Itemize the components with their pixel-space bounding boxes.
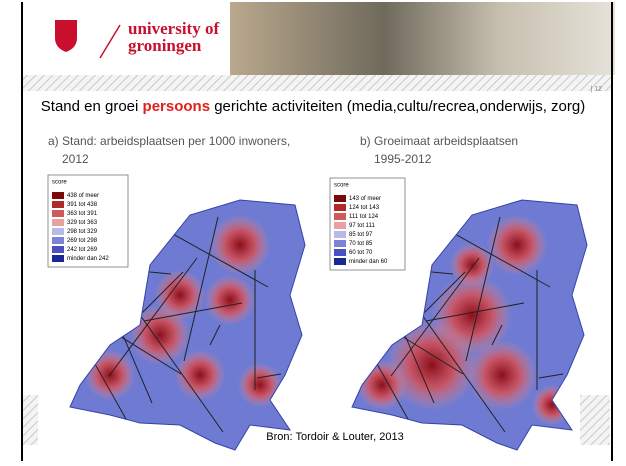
road	[491, 324, 503, 346]
caption: 2012	[62, 152, 89, 166]
legend-a: score 438 of meer 391 tot 438 363 tot 391 32…	[47, 174, 129, 268]
legend-swatch	[52, 192, 64, 199]
title-text: gerichte activiteiten (media,cultu/recre…	[210, 98, 585, 115]
header-photo	[230, 2, 615, 75]
legend-swatch	[334, 231, 346, 238]
legend-swatch	[52, 237, 64, 244]
legend-label: 143 of meer	[349, 196, 381, 202]
legend-swatch	[52, 246, 64, 253]
legend-label: 363 tot 391	[67, 211, 98, 217]
hatch-corner	[22, 395, 38, 445]
map-outline	[351, 199, 588, 451]
road	[209, 324, 221, 346]
caption: b) Groeimaat arbeidsplaatsen	[360, 134, 518, 148]
legend-label: 111 tot 124	[349, 214, 379, 220]
map-hotspot	[175, 350, 225, 400]
legend-label: 329 tot 363	[67, 220, 98, 226]
hatch-corner	[580, 395, 610, 445]
logo-text: groningen	[128, 36, 202, 55]
legend-label: 298 tot 329	[67, 229, 98, 235]
page-number: | 12	[590, 86, 602, 93]
legend-swatch	[52, 228, 64, 235]
legend-swatch	[334, 195, 346, 202]
legend-swatch	[52, 201, 64, 208]
map-hotspot	[210, 215, 270, 275]
title-highlight: persoons	[143, 98, 211, 115]
legend-label: 60 tot 70	[349, 250, 373, 256]
legend-swatch	[52, 210, 64, 217]
legend-swatch	[334, 258, 346, 265]
logo: university of groningen	[55, 19, 219, 59]
legend-swatch	[334, 213, 346, 220]
legend-title: score	[334, 183, 349, 189]
map-outline	[69, 199, 306, 451]
legend-label: 391 tot 438	[67, 202, 98, 208]
road	[465, 216, 501, 362]
source: Bron: Tordoir & Louter, 2013	[266, 431, 403, 443]
map-hotspot	[205, 275, 255, 325]
logo-text: university of	[128, 19, 219, 38]
legend-label: minder dan 242	[67, 256, 109, 262]
map-hotspot	[467, 340, 537, 410]
legend-swatch	[334, 240, 346, 247]
road	[390, 257, 480, 377]
road	[143, 302, 243, 322]
legend-label: 70 tot 85	[349, 241, 373, 247]
legend-swatch	[334, 249, 346, 256]
road	[420, 271, 466, 317]
road	[256, 373, 282, 379]
slide-title: Stand en groei persoons gerichte activit…	[41, 98, 585, 115]
road	[538, 373, 564, 379]
map-hotspot	[130, 305, 190, 365]
legend-label: 97 tot 111	[349, 223, 375, 229]
legend-label: 242 tot 269	[67, 247, 98, 253]
legend-swatch	[52, 219, 64, 226]
title-text: Stand en groei	[41, 98, 143, 115]
legend-label: 269 tot 298	[67, 238, 98, 244]
legend-swatch	[334, 222, 346, 229]
legend-title: score	[52, 180, 67, 186]
caption: a) Stand: arbeidsplaatsen per 1000 inwon…	[48, 134, 290, 148]
legend-label: minder dan 60	[349, 259, 388, 265]
legend-swatch	[52, 255, 64, 262]
legend-label: 438 of meer	[67, 193, 99, 199]
road	[108, 257, 198, 377]
legend-label: 124 tot 143	[349, 205, 380, 211]
legend-b: score 143 of meer 124 tot 143 111 tot 124 97…	[329, 177, 406, 271]
legend-swatch	[334, 204, 346, 211]
caption: 1995-2012	[374, 152, 432, 166]
road	[183, 216, 219, 362]
road	[425, 302, 525, 322]
map-hotspot	[487, 215, 547, 275]
road	[138, 271, 184, 317]
hatch-band	[22, 75, 612, 91]
map-hotspot	[387, 320, 477, 410]
legend-label: 85 tot 97	[349, 232, 373, 238]
map-hotspot	[238, 363, 282, 407]
